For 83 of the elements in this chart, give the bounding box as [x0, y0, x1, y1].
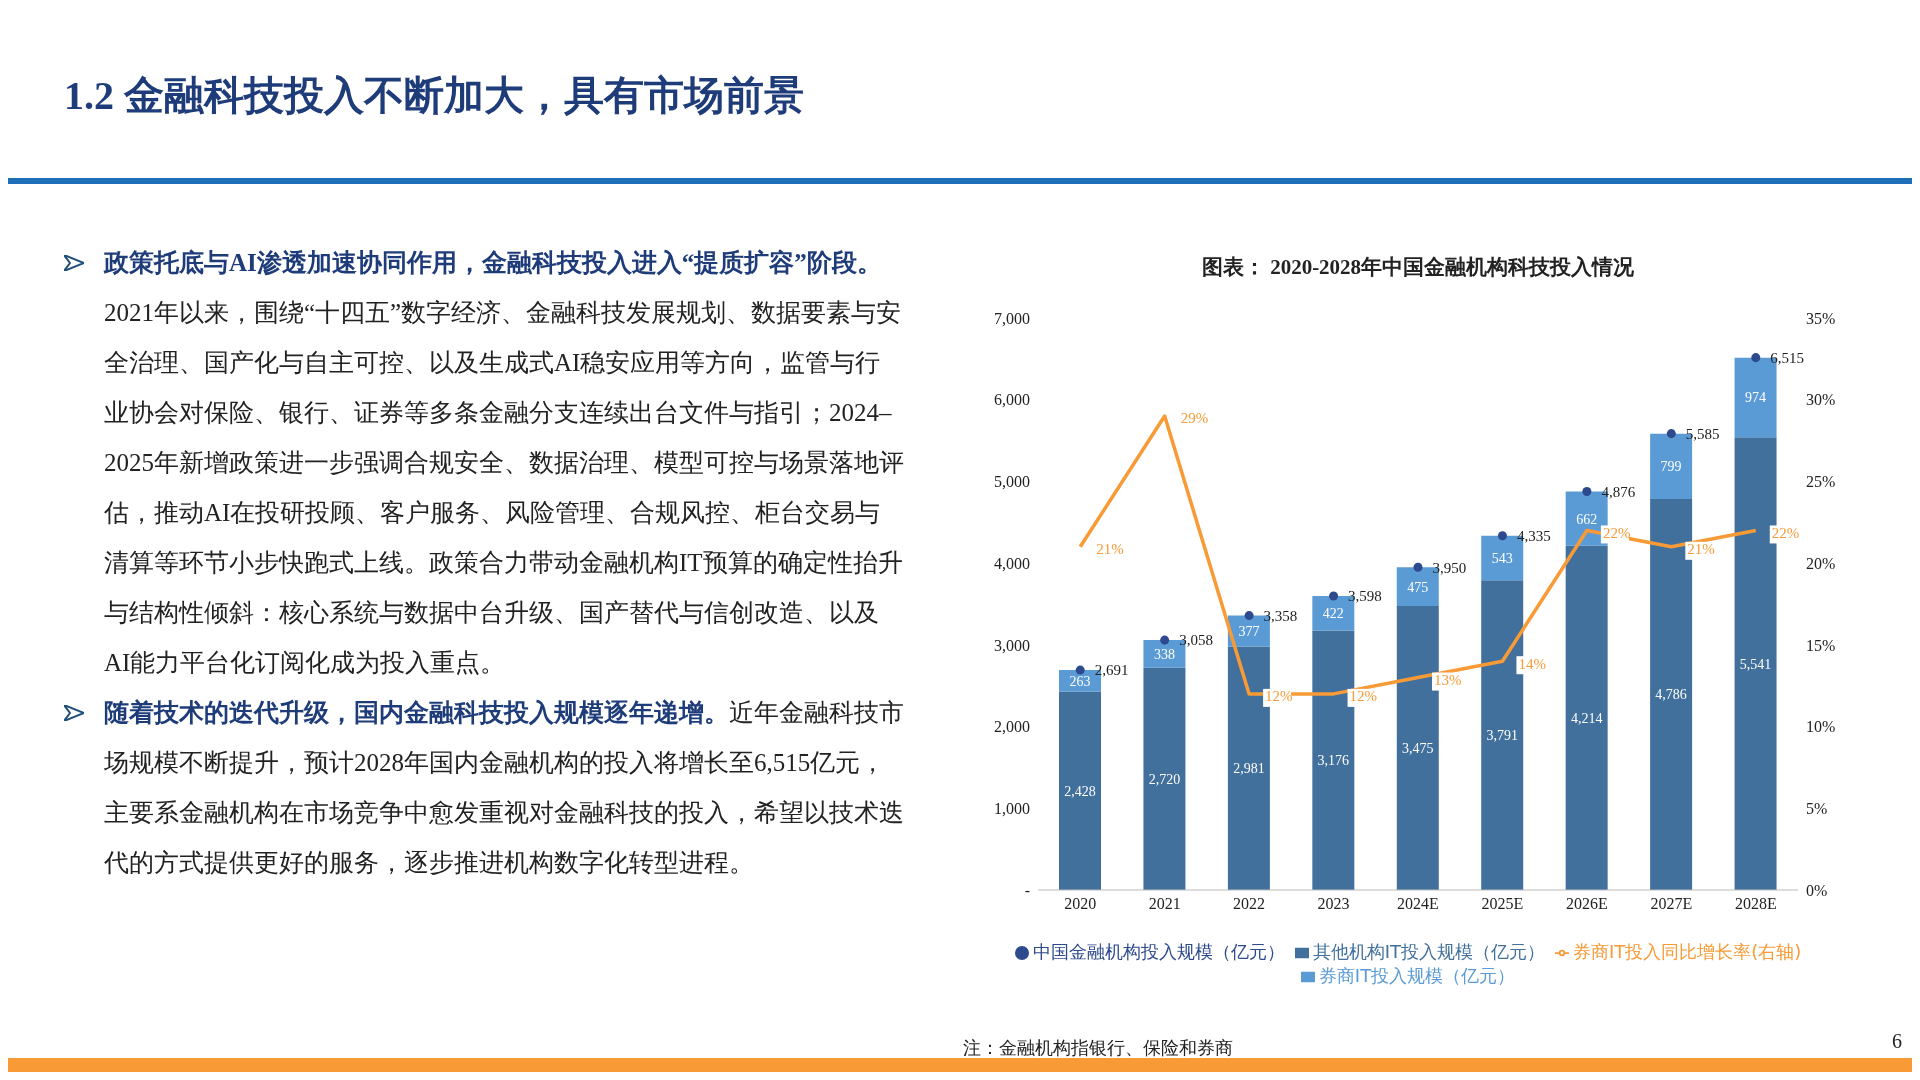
data-label: 799: [1660, 459, 1682, 475]
data-label: 2,428: [1064, 783, 1096, 799]
data-label: 22%: [1771, 524, 1800, 541]
data-label: 263: [1069, 673, 1091, 689]
data-label: 3,358: [1263, 607, 1298, 624]
y-tick-label: 5,000: [994, 473, 1030, 491]
data-label: 21%: [1687, 541, 1715, 558]
data-label: 974: [1745, 390, 1767, 406]
y-tick-label: 4,000: [994, 554, 1030, 572]
bar: [1059, 691, 1101, 890]
data-label: 2,981: [1233, 761, 1265, 777]
y2-tick-label: 15%: [1806, 636, 1836, 654]
data-label: 3,475: [1402, 740, 1434, 756]
point: [1160, 635, 1170, 645]
data-label: 29%: [1180, 410, 1209, 427]
point: [1329, 591, 1339, 601]
data-label: 5,541: [1739, 656, 1772, 672]
data-label: 3,598: [1348, 588, 1382, 605]
y-tick-label: 1,000: [994, 799, 1030, 817]
data-label: 475: [1407, 579, 1429, 595]
text: 随着技术的迭代升级，国内金融科技投入规模逐年递增。近年金融科技市场规模不断提升，预计2028年国内金融机构的投入将增长至6,515亿元，主要系金融机构在市场竞争中愈发重视对金融科技的投入，希望以技术迭代的方式提供更好的服务，逐步推进机构数字化转型进程。: [104, 698, 904, 878]
point: [1075, 665, 1085, 675]
data-label: 3,950: [1432, 559, 1467, 576]
y-tick-label: -: [1024, 881, 1030, 899]
x-tick-label: 2027E: [1650, 895, 1693, 913]
y2-tick-label: 5%: [1806, 799, 1828, 817]
y-tick-label: 7,000: [994, 309, 1030, 327]
y2-tick-label: 30%: [1806, 391, 1836, 409]
data-label: 4,214: [1570, 710, 1603, 726]
data-label: 5,585: [1685, 425, 1720, 442]
text: 注：金融机构指银行、保险和券商: [963, 1036, 1233, 1060]
data-label: 2,691: [1094, 662, 1129, 679]
y2-tick-label: 10%: [1806, 718, 1836, 736]
point: [1751, 353, 1761, 363]
text: 政策托底与AI渗透加速协同作用，金融科技投入进入“提质扩容”阶段。2021年以来，围绕“十四五”数字经济、金融科技发展规划、数据要素与安全治理、国产化与自主可控、以及生成式AI稳安应用等方向，监管与行业协会对保险、银行、证券等多条金融分支连续出台文件与指引；2024–2025年新增政策进一步强调合规安全、数据治理、模型可控与场景落地评估，推动AI在投研投顾、客户服务、风险管理、合规风控、柜台交易与清算等环节小步快跑式上线。政策合力带动金融机构IT预算的确定性抬升与结构性倾斜：核心系统与数据中台升级、国产替代与信创改造、以及AI能力平台化订阅化成为投入重点。: [104, 249, 904, 676]
data-label: 3,791: [1486, 728, 1518, 744]
point: [1244, 611, 1254, 621]
data-label: 543: [1491, 551, 1513, 567]
x-tick-label: 2020: [1064, 895, 1097, 913]
bar: [1565, 545, 1608, 890]
x-tick-label: 2026E: [1566, 895, 1608, 913]
point: [1582, 487, 1592, 497]
data-label: 4,335: [1516, 528, 1551, 545]
y-tick-label: 2,000: [994, 718, 1030, 736]
x-tick-label: 2028E: [1734, 895, 1777, 913]
x-tick-label: 2025E: [1481, 895, 1524, 913]
chart-subtitle: 图表： 2020-2028年中国金融机构科技投入情况: [1200, 254, 1636, 281]
y2-tick-label: 20%: [1806, 554, 1836, 572]
data-label: 2,720: [1148, 771, 1181, 787]
data-label: 3,058: [1179, 632, 1213, 649]
data-label: 13%: [1434, 671, 1462, 688]
data-label: 3,176: [1317, 753, 1350, 769]
data-label: 662: [1576, 511, 1598, 527]
text: 1.2 金融科技投入不断加大，具有市场前景: [64, 72, 804, 120]
y-tick-label: 6,000: [994, 391, 1030, 409]
data-label: 4,786: [1655, 687, 1687, 703]
data-label: 12%: [1349, 688, 1378, 705]
y2-tick-label: 35%: [1806, 309, 1836, 327]
legend-label: 其他机构IT投入规模（亿元）: [1312, 941, 1545, 962]
x-tick-label: 2021: [1148, 895, 1181, 913]
data-label: 21%: [1096, 541, 1124, 558]
y-tick-label: 3,000: [994, 636, 1030, 654]
data-label: 12%: [1265, 688, 1293, 705]
text: 6: [1892, 1030, 1902, 1053]
data-label: 338: [1153, 646, 1175, 662]
point: [1497, 531, 1507, 541]
data-label: 4,876: [1601, 483, 1636, 500]
data-label: 14%: [1518, 655, 1546, 672]
y2-tick-label: 25%: [1806, 473, 1836, 491]
legend-label: 券商IT投入同比增长率(右轴): [1572, 941, 1802, 962]
x-tick-label: 2022: [1233, 895, 1266, 913]
x-tick-label: 2023: [1317, 895, 1350, 913]
point: [1666, 429, 1676, 439]
bar: [1143, 667, 1186, 890]
y2-tick-label: 0%: [1806, 881, 1828, 899]
data-label: 422: [1322, 606, 1344, 622]
data-label: 22%: [1602, 524, 1631, 541]
legend-label: 中国金融机构投入规模（亿元）: [1032, 941, 1285, 962]
legend-label: 券商IT投入规模（亿元）: [1318, 965, 1516, 986]
data-label: 6,515: [1770, 349, 1805, 366]
data-label: 377: [1238, 623, 1260, 639]
x-tick-label: 2024E: [1397, 895, 1439, 913]
point: [1413, 562, 1423, 572]
